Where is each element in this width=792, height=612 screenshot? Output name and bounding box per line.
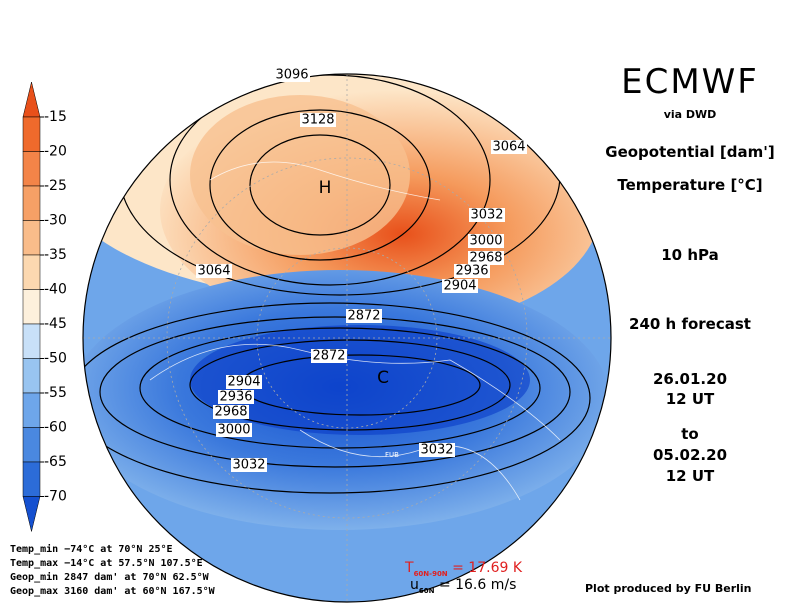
field-1: Geopotential [dam'] <box>605 143 775 161</box>
pressure-marker: H <box>319 178 332 198</box>
contour-label-bg <box>213 405 249 419</box>
colorbar-label: -20 <box>44 144 67 160</box>
colorbar-segment <box>22 254 41 290</box>
contour-label-bg <box>216 423 252 437</box>
contour-label: 2872 <box>312 349 345 364</box>
stat: Temp_max −14°C at 57.5°N 107.5°E <box>10 558 203 569</box>
colorbar-tip <box>22 496 41 532</box>
contour-label-bg <box>454 264 490 278</box>
end-date: 05.02.20 <box>652 446 728 464</box>
credit: Plot produced by FU Berlin <box>585 582 752 595</box>
colorbar-label: -15 <box>44 109 67 125</box>
contour-label: 2936 <box>455 264 488 279</box>
contour-label: 3000 <box>217 423 250 438</box>
colorbar-label: -65 <box>44 454 67 470</box>
stat: Geop_max 3160 dam' at 60°N 167.5°W <box>10 586 215 597</box>
end-time: 12 UT <box>665 467 715 485</box>
contour-label-bg <box>469 208 505 222</box>
colorbar-segment <box>22 392 41 428</box>
contour-label-bg <box>311 349 347 363</box>
contour-label: 2872 <box>347 309 380 324</box>
colorbar-segment <box>22 289 41 325</box>
contour-label-bg <box>231 458 267 472</box>
contour-label-bg <box>218 390 254 404</box>
contour-label: 3032 <box>420 443 453 458</box>
value: = 16.6 m/s <box>438 577 517 593</box>
contour-label: 2904 <box>227 375 260 390</box>
colorbar-label: -60 <box>44 420 67 436</box>
colorbar-segment <box>22 427 41 463</box>
colorbar-segment <box>22 220 41 256</box>
stat: Geop_min 2847 dam' at 70°N 62.5°W <box>10 572 209 583</box>
contour-label: 3032 <box>232 458 265 473</box>
colorbar-segment <box>22 116 41 152</box>
pressure-marker: C <box>377 368 389 388</box>
wind-index: u60N = 16.6 m/s <box>410 577 516 595</box>
temp-index: T60N-90N = 17.69 K <box>405 560 522 578</box>
contour-label-bg <box>346 309 382 323</box>
value: = 17.69 K <box>452 560 523 576</box>
level: 10 hPa <box>661 246 719 264</box>
contour-label-bg <box>419 443 455 457</box>
symbol: T <box>405 560 414 576</box>
contour-label-bg <box>196 264 232 278</box>
globe <box>83 74 611 602</box>
contour-label-bg <box>468 234 504 248</box>
colorbar-segment <box>22 185 41 221</box>
colorbar-tip <box>22 81 41 118</box>
colorbar-label: -40 <box>44 282 67 298</box>
subscript: 60N-90N <box>413 569 448 578</box>
contour-label-bg <box>274 68 310 82</box>
source: via DWD <box>663 108 717 121</box>
contour-label: 2904 <box>443 279 476 294</box>
contour-label: 3128 <box>301 113 334 128</box>
model-title: ECMWF <box>621 62 759 102</box>
colorbar-label: -45 <box>44 316 67 332</box>
forecast: 240 h forecast <box>629 315 751 333</box>
colorbar-label: -30 <box>44 213 67 229</box>
contour-label-bg <box>226 375 262 389</box>
contour-label-bg <box>300 113 336 127</box>
colorbar-segment <box>22 151 41 187</box>
contour-label: 3064 <box>197 264 230 279</box>
contour-label: 2936 <box>219 390 252 405</box>
colorbar-segment <box>22 358 41 394</box>
colorbar-label: -35 <box>44 247 67 263</box>
contour-label: 3096 <box>275 68 308 83</box>
subscript: 60N <box>418 586 435 595</box>
start-date: 26.01.20 <box>652 370 728 388</box>
contour-label: 3032 <box>470 208 503 223</box>
contour-label: 2968 <box>214 405 247 420</box>
colorbar-segment <box>22 461 41 497</box>
contour-label: 2968 <box>469 251 502 266</box>
colorbar-label: -50 <box>44 351 67 367</box>
contour-label: 3000 <box>469 234 502 249</box>
field-2: Temperature [°C] <box>617 176 763 194</box>
stat: Temp_min −74°C at 70°N 25°E <box>10 544 173 555</box>
colorbar-label: -55 <box>44 385 67 401</box>
colorbar-label: -70 <box>44 489 67 505</box>
contour-label-bg <box>491 140 527 154</box>
contour-label-bg <box>442 279 478 293</box>
contour-label-bg <box>468 251 504 265</box>
contour-label: 3064 <box>492 140 525 155</box>
symbol: u <box>410 577 419 593</box>
to: to <box>681 425 699 443</box>
start-time: 12 UT <box>665 390 715 408</box>
colorbar-label: -25 <box>44 178 67 194</box>
pressure-marker: FUB <box>385 451 399 459</box>
colorbar-segment <box>22 323 41 359</box>
